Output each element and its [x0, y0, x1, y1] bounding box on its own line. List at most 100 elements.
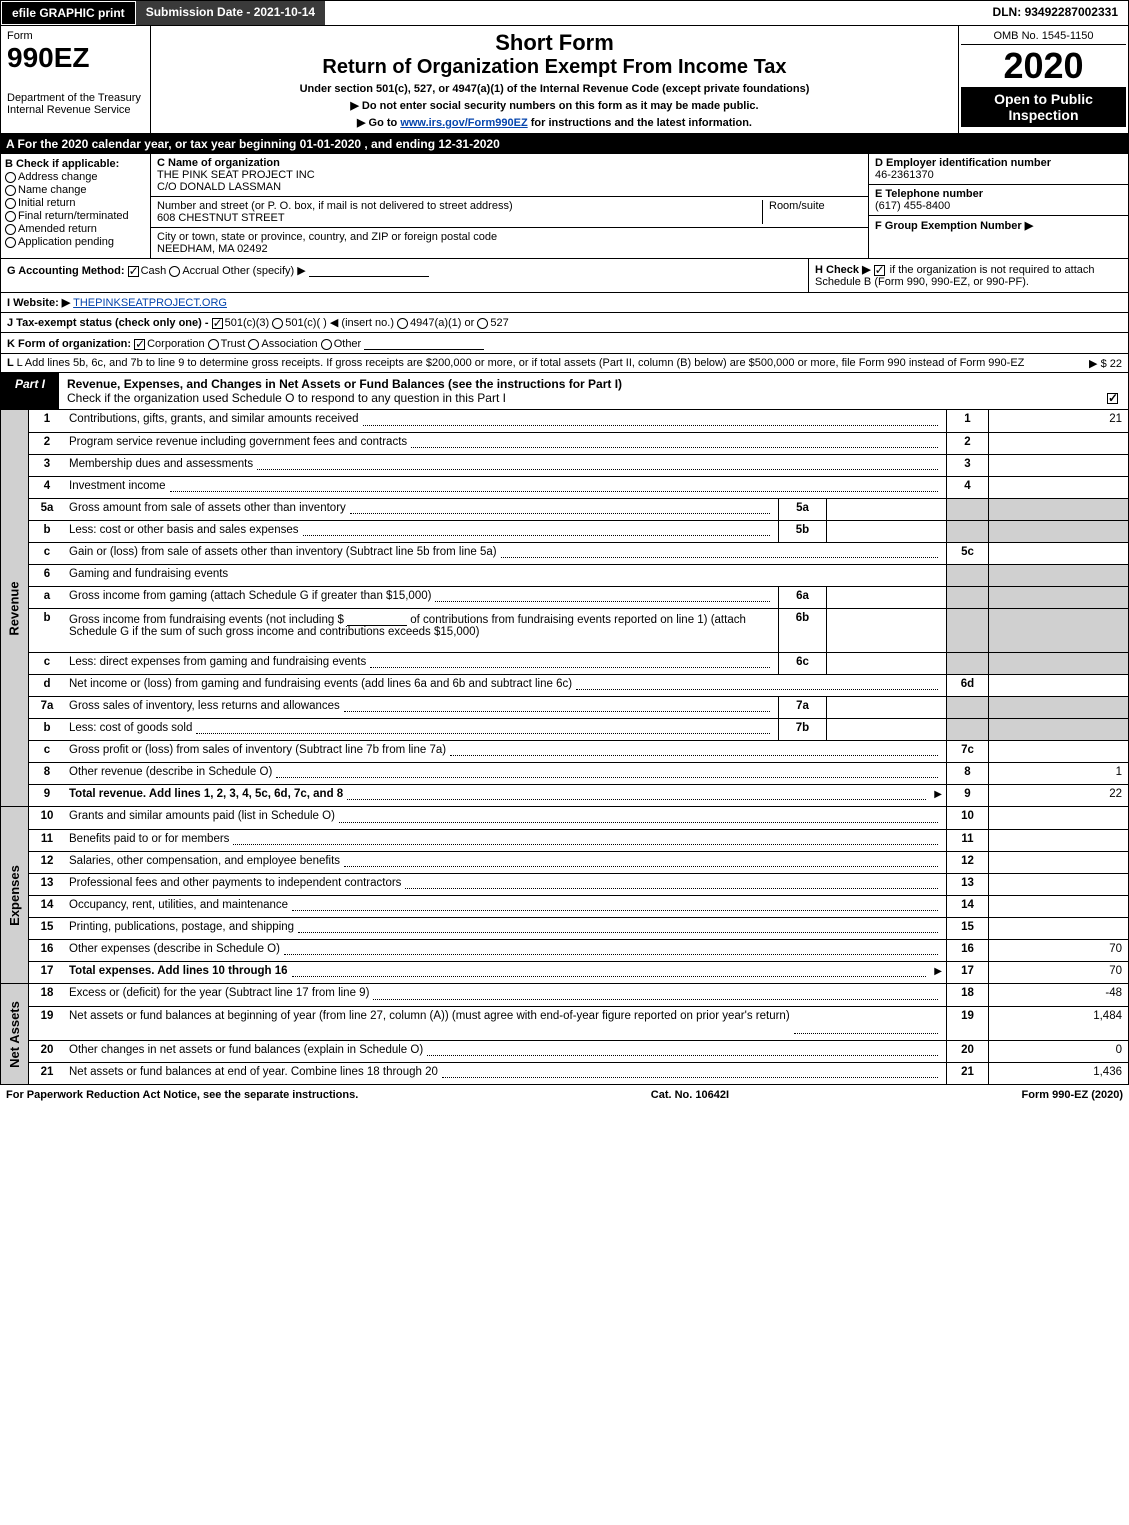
checkbox-corporation[interactable]: [134, 339, 145, 350]
line-5c-value: [988, 543, 1128, 564]
l-amount-label: ▶ $: [1089, 358, 1107, 370]
c-name-label: C Name of organization: [157, 157, 862, 169]
line-20: 20 Other changes in net assets or fund b…: [29, 1040, 1128, 1062]
checkbox-amended-return[interactable]: Amended return: [5, 223, 146, 235]
website-link[interactable]: THEPINKSEATPROJECT.ORG: [73, 297, 227, 309]
line-6b-contrib-input[interactable]: [347, 612, 407, 626]
footer-form: Form 990-EZ (2020): [1022, 1089, 1123, 1101]
street-value: 608 CHESTNUT STREET: [157, 212, 762, 224]
g-other-input[interactable]: [309, 263, 429, 277]
checkbox-cash[interactable]: [128, 266, 139, 277]
checkbox-4947[interactable]: [397, 318, 408, 329]
g-label: G Accounting Method:: [7, 265, 125, 277]
header-right: OMB No. 1545-1150 2020 Open to Public In…: [958, 26, 1128, 133]
line-7b-value: [826, 719, 946, 740]
line-7a-value: [826, 697, 946, 718]
line-5c: c Gain or (loss) from sale of assets oth…: [29, 542, 1128, 564]
line-9: 9 Total revenue. Add lines 1, 2, 3, 4, 5…: [29, 784, 1128, 806]
checkbox-501c[interactable]: [272, 318, 283, 329]
line-5b-value: [826, 521, 946, 542]
line-6d: d Net income or (loss) from gaming and f…: [29, 674, 1128, 696]
checkbox-trust[interactable]: [208, 339, 219, 350]
line-12-value: [988, 852, 1128, 873]
line-11: 11 Benefits paid to or for members 11: [29, 829, 1128, 851]
line-6: 6 Gaming and fundraising events: [29, 564, 1128, 586]
line-21: 21 Net assets or fund balances at end of…: [29, 1062, 1128, 1084]
tax-year: 2020: [961, 45, 1126, 87]
checkbox-other-org[interactable]: [321, 339, 332, 350]
city-value: NEEDHAM, MA 02492: [157, 243, 862, 255]
line-5a-value: [826, 499, 946, 520]
checkbox-initial-return[interactable]: Initial return: [5, 197, 146, 209]
line-6c: c Less: direct expenses from gaming and …: [29, 652, 1128, 674]
omb-number: OMB No. 1545-1150: [961, 28, 1126, 45]
line-4-value: [988, 477, 1128, 498]
line-10-value: [988, 807, 1128, 829]
line-14-value: [988, 896, 1128, 917]
page-footer: For Paperwork Reduction Act Notice, see …: [0, 1085, 1129, 1105]
org-name: THE PINK SEAT PROJECT INC: [157, 169, 862, 181]
section-b: B Check if applicable: Address change Na…: [1, 154, 151, 258]
goto-post: for instructions and the latest informat…: [531, 117, 752, 129]
line-18-value: -48: [988, 984, 1128, 1006]
part1-header: Part I Revenue, Expenses, and Changes in…: [0, 373, 1129, 410]
checkbox-accrual[interactable]: [169, 266, 180, 277]
line-21-value: 1,436: [988, 1063, 1128, 1084]
irs-label: Internal Revenue Service: [7, 104, 144, 116]
open-line2: Inspection: [965, 107, 1122, 123]
k-other-input[interactable]: [364, 336, 484, 350]
efile-print-button[interactable]: efile GRAPHIC print: [1, 1, 136, 25]
h-label: H Check ▶: [815, 264, 871, 276]
expenses-table: Expenses 10 Grants and similar amounts p…: [0, 807, 1129, 984]
line-12: 12 Salaries, other compensation, and emp…: [29, 851, 1128, 873]
checkbox-schedule-o[interactable]: [1107, 393, 1118, 404]
section-i: I Website: ▶ THEPINKSEATPROJECT.ORG: [0, 293, 1129, 313]
checkbox-h[interactable]: [874, 265, 885, 276]
checkbox-address-change[interactable]: Address change: [5, 171, 146, 183]
header-mid: Short Form Return of Organization Exempt…: [151, 26, 958, 133]
section-g-h: G Accounting Method: Cash Accrual Other …: [0, 259, 1129, 293]
section-j: J Tax-exempt status (check only one) - 5…: [0, 313, 1129, 333]
dln-value: 93492287002331: [1025, 5, 1118, 19]
l-amount: 22: [1110, 358, 1122, 370]
line-6d-value: [988, 675, 1128, 696]
checkbox-final-return[interactable]: Final return/terminated: [5, 210, 146, 222]
subtitle-goto: ▶ Go to www.irs.gov/Form990EZ for instru…: [157, 116, 952, 129]
line-7b: b Less: cost of goods sold 7b: [29, 718, 1128, 740]
line-8-value: 1: [988, 763, 1128, 784]
info-grid: B Check if applicable: Address change Na…: [0, 154, 1129, 259]
line-7c: c Gross profit or (loss) from sales of i…: [29, 740, 1128, 762]
title-return: Return of Organization Exempt From Incom…: [157, 56, 952, 79]
line-19: 19 Net assets or fund balances at beginn…: [29, 1006, 1128, 1040]
line-15-value: [988, 918, 1128, 939]
open-line1: Open to Public: [965, 91, 1122, 107]
room-suite-label: Room/suite: [762, 200, 862, 224]
line-1: 1 Contributions, gifts, grants, and simi…: [29, 410, 1128, 432]
checkbox-527[interactable]: [477, 318, 488, 329]
checkbox-application-pending[interactable]: Application pending: [5, 236, 146, 248]
line-1-value: 21: [988, 410, 1128, 432]
line-13: 13 Professional fees and other payments …: [29, 873, 1128, 895]
line-6a: a Gross income from gaming (attach Sched…: [29, 586, 1128, 608]
checkbox-501c3[interactable]: [212, 318, 223, 329]
subtitle-ssn: ▶ Do not enter social security numbers o…: [157, 99, 952, 112]
line-11-value: [988, 830, 1128, 851]
city-label: City or town, state or province, country…: [157, 231, 862, 243]
section-a-bar: A For the 2020 calendar year, or tax yea…: [0, 134, 1129, 154]
header-left: Form 990EZ Department of the Treasury In…: [1, 26, 151, 133]
line-7a: 7a Gross sales of inventory, less return…: [29, 696, 1128, 718]
line-4: 4 Investment income 4: [29, 476, 1128, 498]
street-label: Number and street (or P. O. box, if mail…: [157, 200, 762, 212]
revenue-table: Revenue 1 Contributions, gifts, grants, …: [0, 410, 1129, 807]
section-h: H Check ▶ if the organization is not req…: [808, 259, 1128, 292]
line-14: 14 Occupancy, rent, utilities, and maint…: [29, 895, 1128, 917]
checkbox-name-change[interactable]: Name change: [5, 184, 146, 196]
line-6b-value: [826, 609, 946, 652]
line-2: 2 Program service revenue including gove…: [29, 432, 1128, 454]
line-16: 16 Other expenses (describe in Schedule …: [29, 939, 1128, 961]
dln: DLN: 93492287002331: [983, 1, 1128, 25]
side-net-assets: Net Assets: [1, 984, 29, 1084]
section-d-e-f: D Employer identification number 46-2361…: [868, 154, 1128, 258]
irs-link[interactable]: www.irs.gov/Form990EZ: [400, 117, 527, 129]
checkbox-association[interactable]: [248, 339, 259, 350]
